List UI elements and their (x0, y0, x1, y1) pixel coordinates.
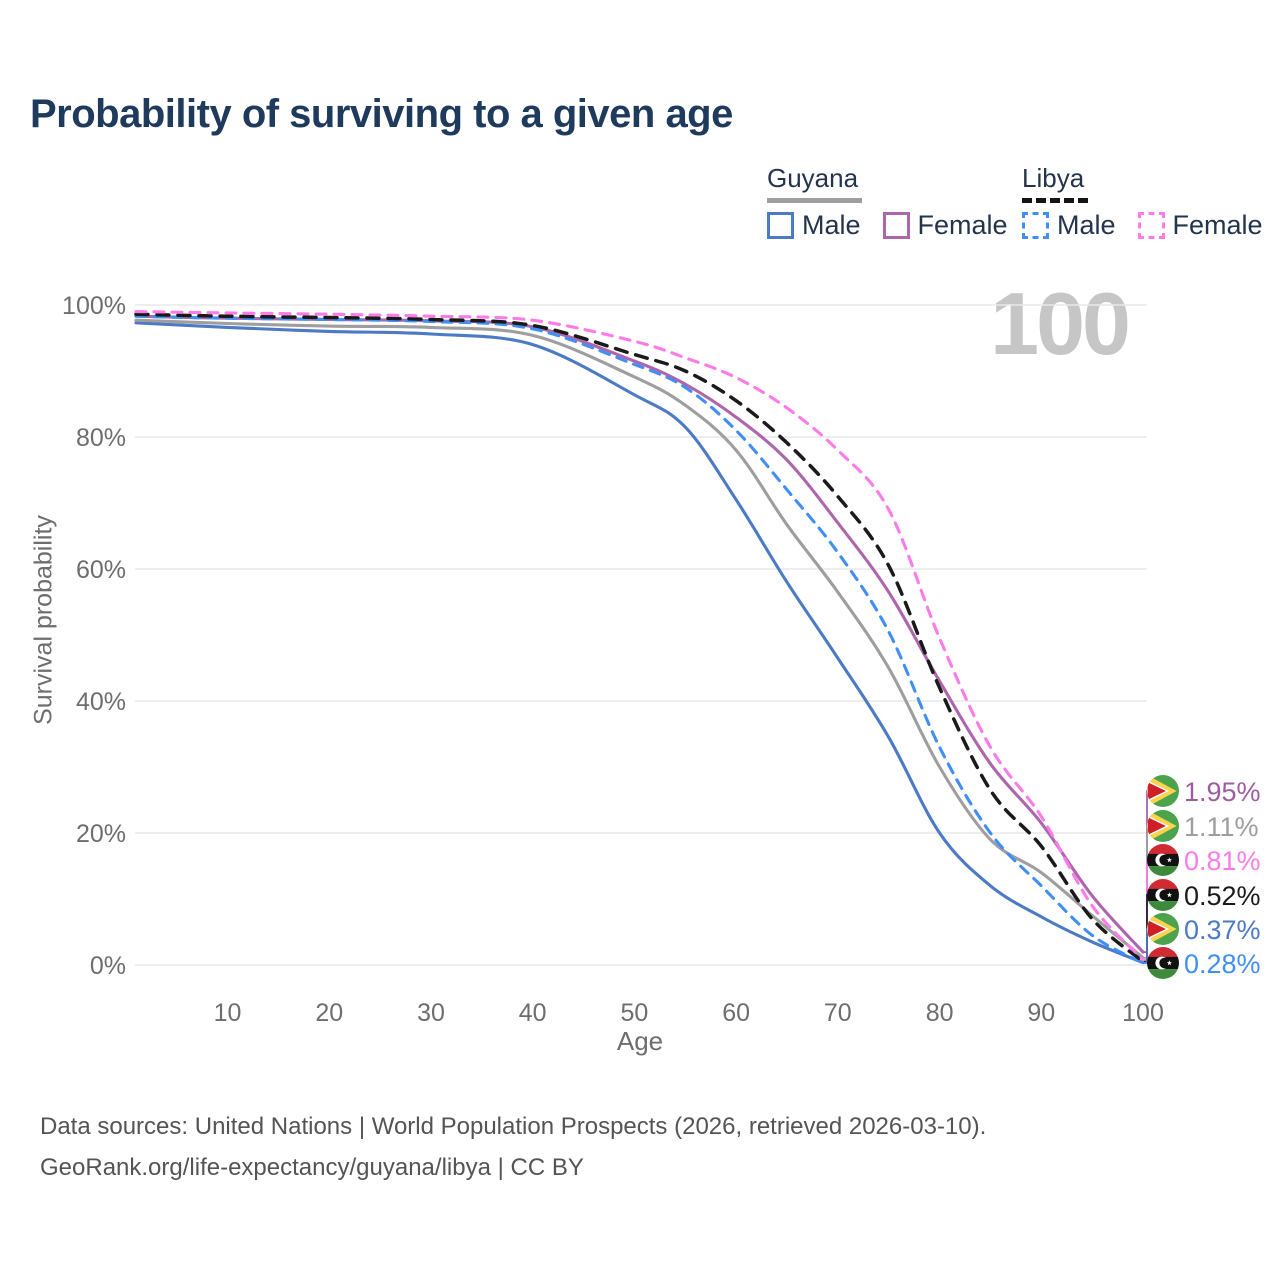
x-axis-title: Age (617, 1026, 663, 1056)
libya-female-swatch-icon (1137, 212, 1165, 239)
age-counter-watermark: 100 (990, 274, 1131, 373)
curve-guyana-total[interactable] (134, 318, 1145, 960)
libya-flag-icon (1147, 879, 1179, 911)
x-tick-label: 100 (1122, 999, 1164, 1027)
y-tick-label: 40% (76, 688, 126, 716)
legend-item-guyana-female[interactable]: Female (882, 210, 1008, 241)
y-tick-label: 0% (90, 952, 126, 980)
curve-libya-female[interactable] (134, 310, 1145, 962)
page-title: Probability of surviving to a given age (30, 92, 733, 136)
legend: Guyana Male Female Libya Male Female (0, 163, 1280, 255)
footer-attribution: GeoRank.org/life-expectancy/guyana/libya… (40, 1154, 584, 1181)
guyana-flag-icon (1147, 810, 1179, 842)
libya-flag-icon (1147, 844, 1179, 876)
legend-group-libya: Libya Male Female (1022, 163, 1276, 241)
guyana-male-swatch-icon (767, 212, 794, 239)
end-label-value: 0.52% (1184, 881, 1261, 911)
x-tick-label: 50 (620, 999, 648, 1027)
end-label-value: 1.95% (1184, 777, 1261, 807)
end-label-value: 0.28% (1184, 949, 1261, 979)
footer-data-sources: Data sources: United Nations | World Pop… (40, 1113, 987, 1140)
x-tick-label: 40 (519, 999, 547, 1027)
y-tick-label: 100% (62, 292, 126, 320)
legend-country-guyana[interactable]: Guyana (767, 163, 863, 203)
x-tick-label: 60 (722, 999, 750, 1027)
curve-libya-male[interactable] (134, 314, 1145, 965)
guyana-flag-icon (1147, 913, 1179, 945)
curve-guyana-female[interactable] (134, 314, 1145, 954)
legend-label-libya-female: Female (1172, 210, 1263, 240)
guyana-flag-icon (1147, 775, 1179, 807)
x-tick-label: 70 (824, 999, 852, 1027)
legend-country-libya[interactable]: Libya (1022, 163, 1089, 203)
y-tick-label: 60% (76, 556, 126, 584)
y-axis-title: Survival probability (29, 515, 58, 725)
x-tick-label: 20 (315, 999, 343, 1027)
legend-item-libya-male[interactable]: Male (1022, 210, 1116, 241)
y-tick-label: 20% (76, 820, 126, 848)
legend-label-guyana-male: Male (802, 210, 861, 240)
legend-item-libya-female[interactable]: Female (1137, 210, 1263, 241)
y-tick-label: 80% (76, 424, 126, 452)
end-label-value: 0.37% (1184, 915, 1261, 945)
end-label-value: 0.81% (1184, 846, 1261, 876)
curve-guyana-male[interactable] (134, 321, 1145, 965)
guyana-female-swatch-icon (882, 212, 910, 239)
legend-item-guyana-male[interactable]: Male (767, 210, 861, 241)
x-tick-label: 30 (417, 999, 445, 1027)
legend-label-guyana-female: Female (917, 210, 1008, 240)
libya-flag-icon (1147, 947, 1179, 979)
legend-group-guyana: Guyana Male Female (767, 163, 1021, 241)
x-tick-label: 10 (214, 999, 242, 1027)
legend-label-libya-male: Male (1057, 210, 1116, 240)
x-tick-label: 80 (926, 999, 954, 1027)
x-tick-label: 90 (1027, 999, 1055, 1027)
end-label-value: 1.11% (1184, 812, 1259, 842)
libya-male-swatch-icon (1022, 212, 1049, 239)
curve-libya-total[interactable] (134, 312, 1145, 964)
footer: Data sources: United Nations | World Pop… (40, 1106, 986, 1188)
